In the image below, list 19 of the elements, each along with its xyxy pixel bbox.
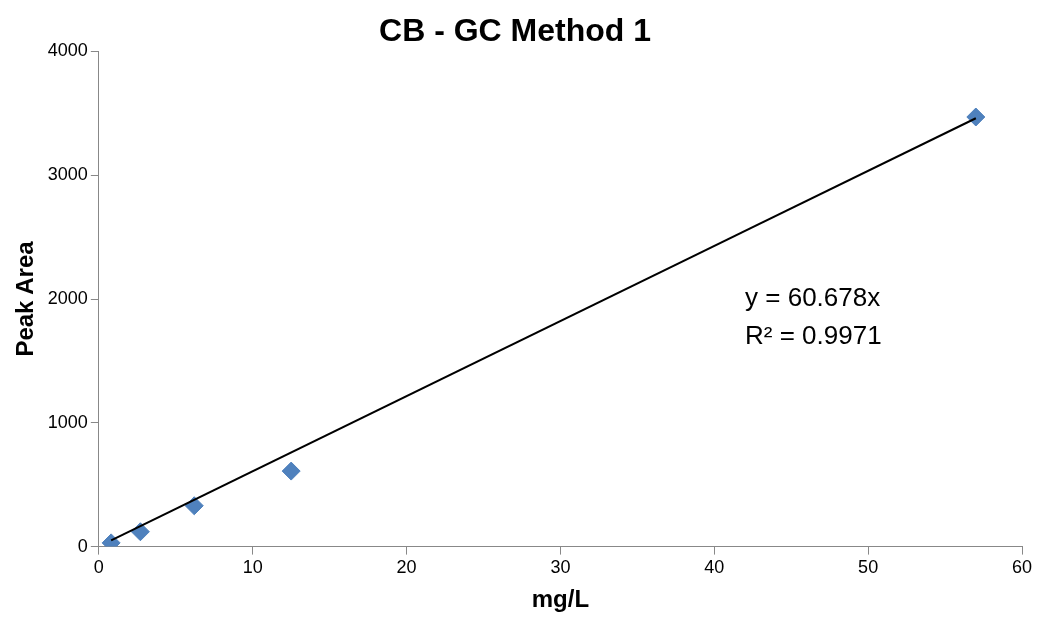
point [966, 107, 986, 127]
y-tick-label: 1000 [47, 411, 88, 432]
x-tick-label: 50 [858, 557, 879, 578]
x-tick-label: 10 [242, 557, 263, 578]
y-axis-title: Peak Area [11, 240, 39, 357]
x-tick-label: 20 [396, 557, 417, 578]
x-tick-label: 30 [550, 557, 571, 578]
y-tick-label: 2000 [47, 287, 88, 308]
y-tick-label: 3000 [47, 164, 88, 185]
y-tick-label: 0 [77, 535, 88, 556]
y-tick-label: 4000 [47, 40, 88, 61]
x-tick-label: 40 [704, 557, 725, 578]
x-tick-label: 60 [1011, 557, 1033, 578]
x-tick-label: 0 [93, 557, 104, 578]
point [281, 461, 301, 481]
annotation: y = 60.678x [745, 282, 881, 313]
x-axis-title: mg/L [531, 585, 590, 613]
chart-title: CB - GC Method 1 [379, 12, 651, 49]
annotation: R² = 0.9971 [745, 320, 882, 351]
